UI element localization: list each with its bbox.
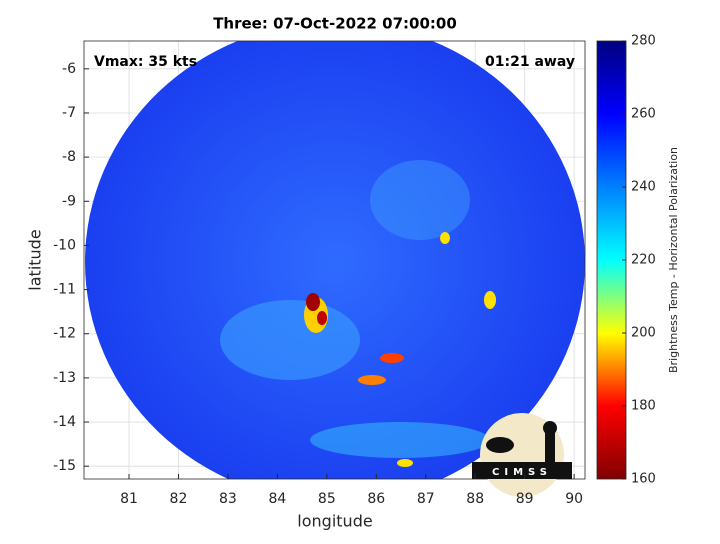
cold-cloud [306, 293, 320, 311]
cold-cloud [484, 291, 496, 309]
logo-dish [486, 437, 514, 453]
colorbar [596, 40, 627, 480]
x-tick-label: 82 [170, 491, 188, 507]
logo-text: CIMSS [492, 467, 552, 478]
x-tick-label: 87 [417, 491, 435, 507]
colorbar-tick-label: 180 [631, 399, 656, 414]
logo-tank [543, 421, 557, 435]
warm-area [220, 300, 360, 380]
y-tick-label: -9 [62, 193, 76, 209]
cold-cloud [397, 459, 413, 467]
cold-cloud [317, 311, 327, 325]
y-tick-label: -10 [53, 237, 76, 253]
x-tick-label: 88 [466, 491, 484, 507]
y-tick-label: -7 [62, 105, 76, 121]
x-tick-label: 86 [367, 491, 385, 507]
x-tick-label: 90 [565, 491, 583, 507]
x-tick-label: 81 [120, 491, 138, 507]
warm-area [370, 160, 470, 240]
colorbar-tick-label: 200 [631, 326, 656, 341]
logo-tower [545, 430, 555, 462]
y-tick-label: -6 [62, 61, 76, 77]
swath [85, 41, 585, 479]
x-tick-label: 83 [219, 491, 237, 507]
logo: CIMSS [472, 413, 572, 497]
colorbar-tick-label: 260 [631, 107, 656, 122]
colorbar-tick-label: 160 [631, 472, 656, 487]
plot-frame [83, 40, 586, 480]
y-tick-label: -11 [53, 282, 76, 298]
colorbar-tick-label: 280 [631, 34, 656, 49]
y-axis-label: latitude [26, 229, 45, 290]
cold-cloud [358, 375, 386, 385]
y-tick-label: -14 [53, 414, 76, 430]
warm-area [310, 422, 490, 458]
colorbar-label: Brightness Temp - Horizontal Polarizatio… [667, 147, 680, 373]
cold-cloud [440, 232, 450, 244]
colorbar-tick-label: 240 [631, 180, 656, 195]
annotation: 01:21 away [485, 54, 575, 70]
colorbar-tick-label: 220 [631, 253, 656, 268]
y-tick-label: -12 [53, 326, 76, 342]
chart-title: Three: 07-Oct-2022 07:00:00 [213, 15, 457, 33]
annotation: Vmax: 35 kts [94, 54, 197, 70]
y-tick-label: -8 [62, 149, 76, 165]
brightness-image [85, 41, 585, 479]
x-axis-label: longitude [297, 512, 372, 531]
cold-cloud [380, 353, 404, 363]
x-tick-label: 85 [318, 491, 336, 507]
x-tick-label: 84 [268, 491, 286, 507]
y-tick-label: -13 [53, 370, 76, 386]
logo-band [472, 462, 572, 479]
x-tick-label: 89 [516, 491, 534, 507]
y-tick-label: -15 [53, 458, 76, 474]
